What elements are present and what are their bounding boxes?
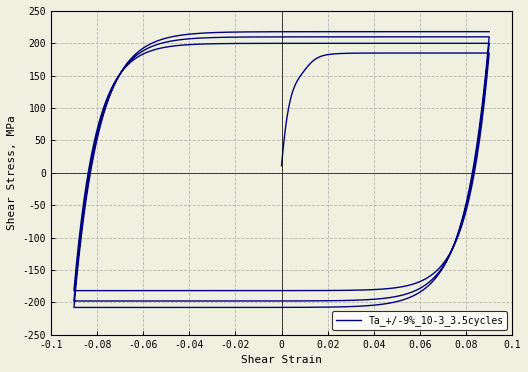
- Y-axis label: Shear Stress, MPa: Shear Stress, MPa: [7, 115, 17, 230]
- Ta_+/-9%_10-3_3.5cycles: [280, 305, 287, 310]
- Line: Ta_+/-9%_10-3_3.5cycles: Ta_+/-9%_10-3_3.5cycles: [74, 32, 489, 307]
- Ta_+/-9%_10-3_3.5cycles: [413, 281, 419, 285]
- Ta_+/-9%_10-3_3.5cycles: [278, 163, 285, 168]
- Ta_+/-9%_10-3_3.5cycles: [486, 29, 492, 34]
- Ta_+/-9%_10-3_3.5cycles: [71, 305, 77, 310]
- Ta_+/-9%_10-3_3.5cycles: [322, 305, 328, 310]
- Legend: Ta_+/-9%_10-3_3.5cycles: Ta_+/-9%_10-3_3.5cycles: [333, 311, 507, 330]
- Ta_+/-9%_10-3_3.5cycles: [200, 288, 206, 293]
- Ta_+/-9%_10-3_3.5cycles: [485, 44, 492, 48]
- X-axis label: Shear Strain: Shear Strain: [241, 355, 322, 365]
- Ta_+/-9%_10-3_3.5cycles: [485, 60, 492, 64]
